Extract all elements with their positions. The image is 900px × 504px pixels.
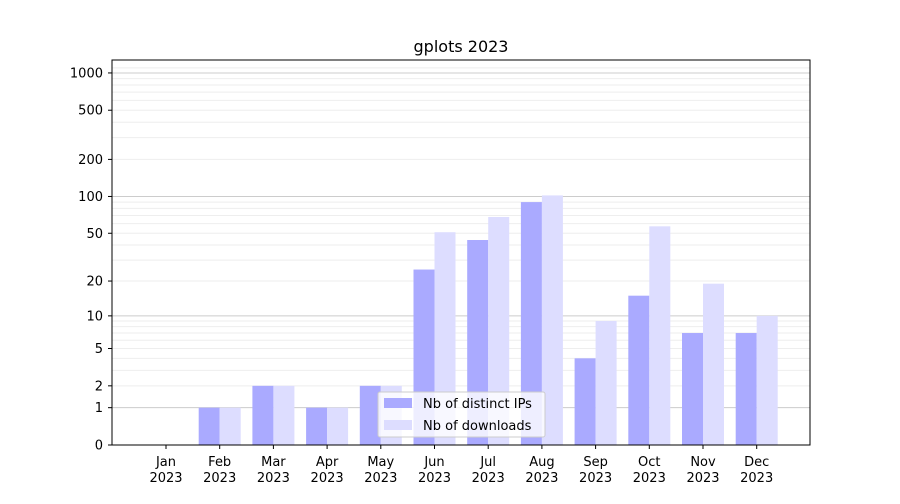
- bar-downloads: [273, 385, 295, 445]
- legend-label-downloads: Nb of downloads: [423, 419, 532, 434]
- x-tick-label-year: 2023: [149, 471, 182, 486]
- bar-distinct-ips: [520, 202, 542, 445]
- x-tick-label: Nov: [690, 455, 716, 470]
- legend: Nb of distinct IPs Nb of downloads: [377, 391, 546, 438]
- y-tick-label: 100: [78, 190, 103, 205]
- bar-downloads: [756, 315, 778, 445]
- bar-downloads: [219, 407, 241, 445]
- x-tick-label: Sep: [583, 455, 608, 470]
- x-tick-label: Apr: [316, 455, 339, 470]
- y-axis: 0 1 2 5 10 20 50 100 200 500 1000: [70, 66, 112, 454]
- x-tick-label-year: 2023: [257, 471, 290, 486]
- x-tick-label-year: 2023: [311, 471, 344, 486]
- x-tick-label: Dec: [744, 455, 769, 470]
- bar-distinct-ips: [198, 407, 220, 445]
- y-tick-label: 500: [78, 104, 103, 119]
- x-tick-label-year: 2023: [633, 471, 666, 486]
- bar-distinct-ips: [574, 358, 596, 445]
- bar-downloads: [541, 195, 563, 445]
- bar-distinct-ips: [306, 407, 328, 445]
- bar-distinct-ips: [628, 295, 650, 445]
- y-tick-label: 2: [95, 379, 103, 394]
- y-tick-label: 5: [95, 342, 103, 357]
- y-tick-label: 1000: [70, 66, 103, 81]
- y-tick-label: 1: [95, 401, 103, 416]
- x-tick-label: Feb: [208, 455, 231, 470]
- bar-distinct-ips: [682, 333, 703, 445]
- legend-box: [377, 391, 546, 438]
- x-tick-label-year: 2023: [472, 471, 505, 486]
- y-tick-label: 50: [86, 227, 103, 242]
- x-tick-label: Oct: [638, 455, 660, 470]
- legend-swatch-downloads: [384, 420, 412, 430]
- legend-label-ips: Nb of distinct IPs: [423, 397, 532, 412]
- x-tick-label: Aug: [529, 455, 554, 470]
- bar-distinct-ips: [735, 333, 757, 445]
- x-tick-label: Jun: [423, 455, 444, 470]
- legend-swatch-ips: [384, 398, 412, 408]
- bar-downloads: [488, 216, 510, 445]
- x-axis: Jan2023Feb2023Mar2023Apr2023May2023Jun20…: [149, 445, 773, 486]
- x-tick-label-year: 2023: [364, 471, 397, 486]
- x-tick-label: Jul: [479, 455, 496, 470]
- x-tick-label-year: 2023: [740, 471, 773, 486]
- x-tick-label: Jan: [155, 455, 176, 470]
- x-tick-label-year: 2023: [686, 471, 719, 486]
- x-tick-label-year: 2023: [203, 471, 236, 486]
- x-tick-label: Mar: [261, 455, 286, 470]
- chart-title: gplots 2023: [414, 37, 509, 56]
- bar-distinct-ips: [252, 385, 274, 445]
- y-tick-label: 200: [78, 153, 103, 168]
- y-tick-label: 20: [86, 275, 103, 290]
- bar-downloads: [703, 283, 724, 445]
- x-tick-label-year: 2023: [418, 471, 451, 486]
- plot-frame: [111, 59, 811, 446]
- y-tick-label: 0: [95, 439, 103, 454]
- y-tick-label: 10: [86, 309, 103, 324]
- x-tick-label-year: 2023: [579, 471, 612, 486]
- bar-downloads: [595, 321, 617, 445]
- x-tick-label-year: 2023: [525, 471, 558, 486]
- x-tick-label: May: [367, 455, 394, 470]
- bar-distinct-ips: [359, 385, 381, 445]
- bar-downloads: [649, 226, 671, 445]
- grid: [112, 67, 810, 409]
- bar-downloads: [327, 407, 349, 445]
